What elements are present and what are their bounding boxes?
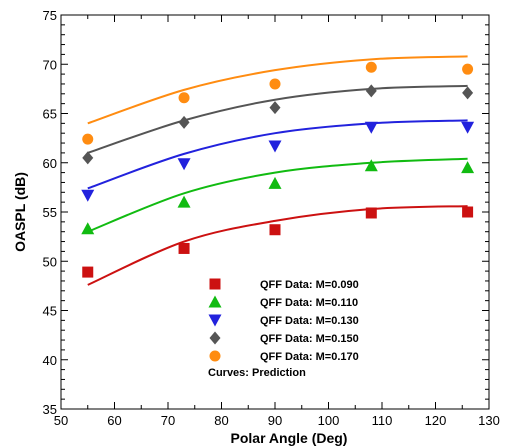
data-point <box>461 161 475 174</box>
legend-entry: QFF Data: M=0.110 <box>260 297 358 309</box>
plot-frame <box>60 14 490 410</box>
data-point <box>178 115 190 129</box>
y-tick-label: 35 <box>43 402 57 417</box>
series-triangle-up <box>81 157 475 235</box>
x-tick-label: 120 <box>425 413 447 428</box>
series-square <box>82 205 474 286</box>
legend-marker <box>209 278 221 290</box>
legend: QFF Data: M=0.090 QFF Data: M=0.110 QFF Da… <box>208 278 359 379</box>
legend-entry: QFF Data: M=0.090 <box>260 279 359 291</box>
data-point <box>81 189 95 202</box>
legend-marker <box>208 295 222 308</box>
data-point <box>177 158 191 171</box>
legend-entry: QFF Data: M=0.130 <box>260 315 359 327</box>
x-tick-label: 60 <box>107 413 121 428</box>
y-tick-label: 45 <box>43 304 57 319</box>
data-point <box>82 151 94 165</box>
prediction-curve <box>87 55 468 125</box>
data-point <box>364 121 378 134</box>
y-tick-label: 40 <box>43 353 57 368</box>
prediction-curve <box>87 84 468 154</box>
x-tick-label: 50 <box>54 413 68 428</box>
y-axis-title: OASPL (dB) <box>12 172 28 252</box>
prediction-curve <box>87 205 468 286</box>
x-tick-label: 80 <box>214 413 228 428</box>
series-triangle-down <box>81 119 475 202</box>
legend-marker <box>209 331 221 345</box>
data-point <box>269 78 281 90</box>
prediction-curve <box>87 157 468 233</box>
data-point <box>462 63 474 75</box>
x-tick-label: 110 <box>372 413 393 428</box>
plot-area <box>81 55 475 286</box>
x-tick-label: 70 <box>161 413 175 428</box>
data-point <box>177 195 191 208</box>
data-point <box>82 133 94 145</box>
series-circle <box>82 55 474 145</box>
data-point <box>178 92 190 104</box>
data-point <box>268 140 282 153</box>
y-tick-label: 50 <box>43 254 57 269</box>
data-point <box>268 176 282 189</box>
axes: 50 60 70 80 90 100 110 120 130 35 40 45 50 55 60 65 70 75 <box>43 8 500 428</box>
prediction-curve <box>87 119 468 190</box>
y-tick-label: 75 <box>43 8 57 23</box>
data-point <box>461 121 475 134</box>
data-point <box>365 61 377 73</box>
legend-entry: QFF Data: M=0.170 <box>260 351 359 363</box>
data-point <box>269 101 281 115</box>
y-tick-label: 65 <box>43 107 57 122</box>
data-point <box>365 84 377 98</box>
y-tick-label: 70 <box>43 57 57 72</box>
legend-entry: QFF Data: M=0.150 <box>260 333 359 345</box>
legend-marker <box>209 350 221 362</box>
x-axis-title: Polar Angle (Deg) <box>231 430 348 446</box>
legend-curves-note: Curves: Prediction <box>208 367 306 379</box>
data-point <box>462 86 474 100</box>
series-diamond <box>82 84 474 165</box>
data-point <box>269 224 281 236</box>
legend-marker <box>208 314 222 327</box>
data-point <box>178 242 190 254</box>
data-point <box>365 207 377 219</box>
data-point <box>462 206 474 218</box>
data-point <box>364 159 378 172</box>
x-tick-label: 130 <box>478 413 500 428</box>
data-point <box>82 266 94 278</box>
y-tick-label: 60 <box>43 156 57 171</box>
y-tick-label: 55 <box>43 205 57 220</box>
x-tick-label: 90 <box>268 413 282 428</box>
data-point <box>81 222 95 235</box>
x-tick-label: 100 <box>318 413 340 428</box>
